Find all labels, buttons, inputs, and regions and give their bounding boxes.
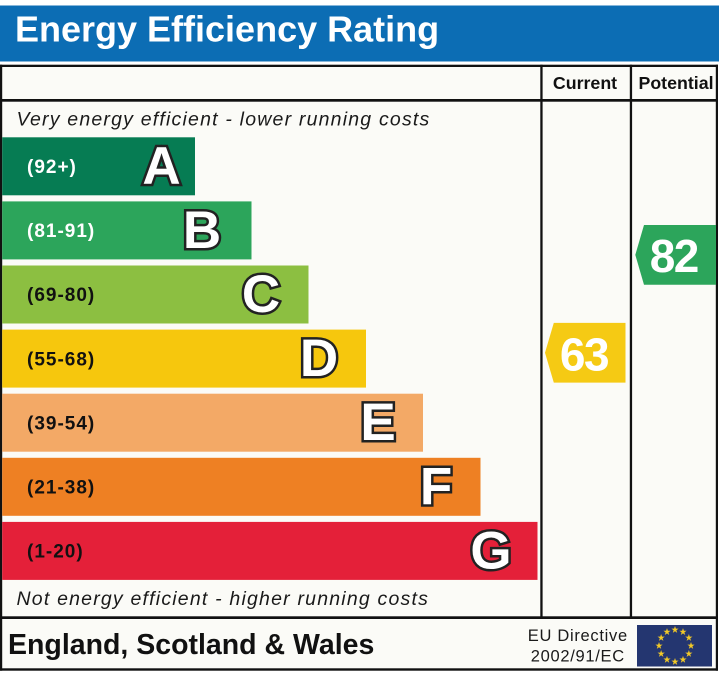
svg-text:Potential: Potential (638, 73, 713, 93)
svg-text:Energy Efficiency Rating: Energy Efficiency Rating (15, 9, 439, 50)
svg-text:(1-20): (1-20) (27, 542, 84, 563)
svg-text:D: D (300, 329, 338, 388)
svg-text:C: C (242, 265, 280, 324)
svg-text:A: A (142, 137, 180, 196)
svg-text:EU Directive: EU Directive (528, 627, 628, 645)
svg-text:(81-91): (81-91) (27, 221, 95, 242)
svg-text:63: 63 (560, 328, 608, 380)
svg-text:F: F (420, 457, 452, 516)
svg-text:England, Scotland & Wales: England, Scotland & Wales (8, 629, 374, 661)
svg-text:(39-54): (39-54) (27, 413, 95, 434)
svg-text:82: 82 (650, 230, 698, 282)
svg-text:(92+): (92+) (27, 157, 77, 178)
svg-text:Current: Current (553, 73, 617, 93)
svg-text:B: B (183, 201, 221, 260)
svg-text:G: G (470, 521, 511, 580)
svg-text:(55-68): (55-68) (27, 349, 95, 370)
svg-text:2002/91/EC: 2002/91/EC (531, 648, 625, 666)
svg-text:Not energy efficient - higher: Not energy efficient - higher running co… (17, 588, 430, 610)
svg-text:E: E (360, 393, 395, 452)
svg-text:(69-80): (69-80) (27, 285, 95, 306)
svg-text:(21-38): (21-38) (27, 478, 95, 499)
svg-text:Very energy efficient - lower: Very energy efficient - lower running co… (17, 109, 431, 131)
